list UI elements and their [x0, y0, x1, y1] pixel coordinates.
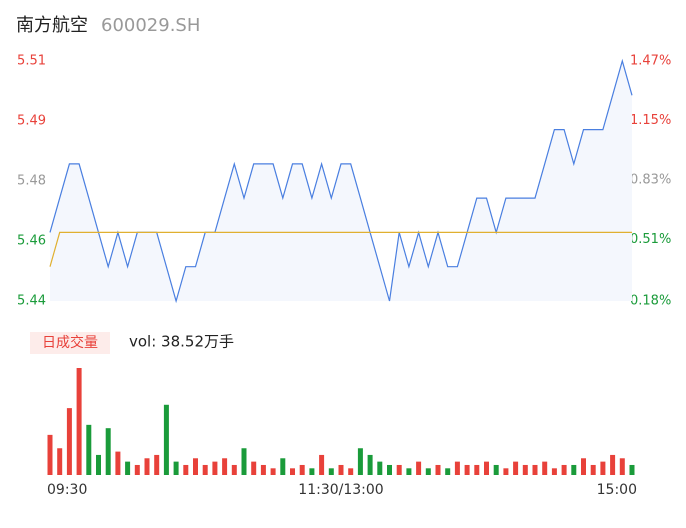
volume-bar: [357, 448, 363, 475]
volume-bar: [396, 464, 402, 475]
volume-bar: [435, 464, 441, 475]
volume-bar: [503, 468, 509, 475]
volume-bar: [561, 464, 567, 475]
volume-bar: [173, 461, 179, 475]
y2-tick-label: 0.83%: [630, 173, 671, 188]
price-area: [50, 61, 632, 301]
volume-bar: [290, 468, 295, 475]
average-line: [49, 231, 632, 267]
volume-bar: [86, 424, 92, 475]
volume-bar: [416, 461, 422, 475]
volume-bar: [163, 404, 169, 475]
volume-bar: [338, 464, 344, 475]
volume-bar: [260, 464, 266, 475]
volume-bar: [474, 464, 480, 475]
volume-bar: [464, 464, 470, 475]
volume-bar: [76, 368, 82, 475]
volume-bar: [619, 458, 625, 475]
y2-tick-label: 0.18%: [630, 294, 671, 309]
volume-bar: [571, 464, 577, 475]
volume-bar: [251, 461, 257, 475]
volume-bar: [387, 464, 392, 475]
y-tick-label: 5.49: [17, 114, 46, 129]
volume-bar: [542, 461, 548, 475]
y2-tick-label: 0.51%: [630, 232, 671, 247]
volume-bar: [57, 448, 63, 475]
volume-bar: [425, 468, 431, 475]
volume-bar: [115, 451, 121, 475]
volume-bar: [367, 454, 373, 475]
volume-bar: [590, 464, 596, 475]
volume-bar: [600, 461, 606, 475]
volume-value: vol: 38.52万手: [129, 333, 234, 351]
volume-bar: [47, 434, 53, 475]
volume-bar: [532, 464, 538, 475]
volume-bar: [581, 458, 586, 475]
volume-bar: [610, 454, 616, 475]
volume-bar: [454, 461, 460, 475]
volume-bar: [193, 458, 198, 475]
volume-label-box: [30, 332, 110, 354]
volume-bar: [212, 461, 218, 475]
volume-bar: [105, 428, 111, 475]
y-tick-label: 5.46: [17, 234, 46, 249]
volume-bar: [280, 458, 286, 475]
volume-bar: [299, 464, 305, 475]
stock-name: 南方航空: [16, 15, 88, 36]
volume-bar: [96, 454, 101, 475]
y-tick-label: 5.44: [17, 294, 46, 309]
volume-bar: [319, 454, 325, 475]
volume-bar: [493, 464, 499, 475]
x-tick-label: 11:30/13:00: [298, 482, 383, 498]
volume-bar: [134, 464, 140, 475]
volume-bar: [222, 458, 228, 475]
volume-bar: [183, 464, 189, 475]
y-tick-label: 5.51: [17, 54, 46, 69]
volume-bar: [125, 461, 131, 475]
volume-bar: [154, 454, 160, 475]
volume-bar: [270, 468, 276, 475]
volume-bar: [551, 468, 557, 475]
y2-tick-label: 1.47%: [630, 54, 671, 69]
volume-bar: [309, 468, 315, 475]
x-tick-label: 09:30: [47, 482, 87, 498]
volume-bar: [522, 464, 528, 475]
stock-code: 600029.SH: [101, 15, 200, 36]
volume-bar: [144, 458, 150, 475]
volume-bar: [484, 461, 489, 475]
y2-tick-label: 1.15%: [630, 113, 671, 128]
volume-bar: [445, 468, 451, 475]
volume-bar: [202, 464, 208, 475]
volume-bar: [66, 408, 72, 475]
volume-label: 日成交量: [42, 334, 98, 351]
volume-bar: [328, 468, 334, 475]
volume-bar: [348, 468, 354, 475]
volume-bar: [513, 461, 519, 475]
volume-bar: [231, 464, 237, 475]
volume-bar: [241, 448, 247, 475]
volume-bar: [406, 468, 412, 475]
volume-bar: [377, 461, 383, 475]
y-tick-label: 5.48: [17, 174, 46, 189]
x-tick-label: 15:00: [597, 482, 637, 498]
volume-bar: [629, 464, 635, 475]
